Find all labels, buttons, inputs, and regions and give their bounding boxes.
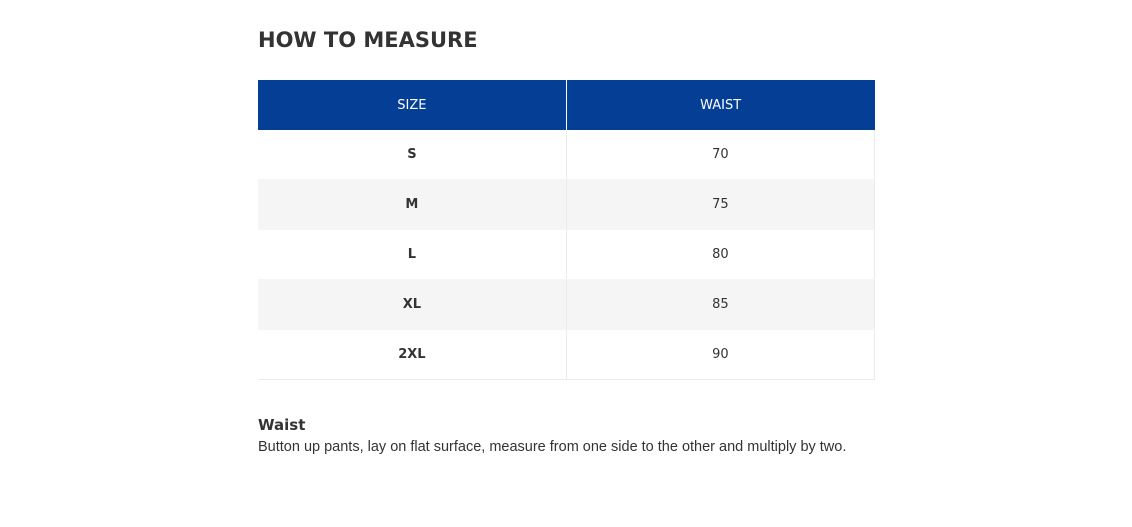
size-cell: L: [258, 229, 567, 280]
waist-cell: 70: [566, 130, 876, 180]
size-cell: XL: [258, 279, 567, 330]
size-cell: S: [258, 130, 567, 180]
size-cell: 2XL: [258, 329, 567, 380]
table-row: S 70: [258, 130, 876, 180]
table-body: S 70 M 75 L 80 XL 85 2XL 90: [258, 130, 876, 380]
waist-cell: 90: [566, 329, 876, 380]
measure-note-text: Button up pants, lay on flat surface, me…: [258, 439, 847, 455]
table-row: M 75: [258, 179, 876, 230]
table-header: SIZE WAIST: [258, 80, 875, 130]
column-header-waist: WAIST: [566, 80, 875, 130]
size-cell: M: [258, 179, 567, 230]
table-row: L 80: [258, 229, 876, 280]
table-header-row: SIZE WAIST: [258, 80, 875, 130]
waist-cell: 85: [566, 279, 876, 330]
column-header-size: SIZE: [258, 80, 567, 130]
page-title: HOW TO MEASURE: [258, 28, 478, 52]
measure-note-title: Waist: [258, 416, 306, 434]
table-row: 2XL 90: [258, 329, 876, 380]
size-table: SIZE WAIST S 70 M 75 L 80 XL 85 2XL: [258, 80, 876, 380]
table-row: XL 85: [258, 279, 876, 330]
waist-cell: 80: [566, 229, 876, 280]
waist-cell: 75: [566, 179, 876, 230]
